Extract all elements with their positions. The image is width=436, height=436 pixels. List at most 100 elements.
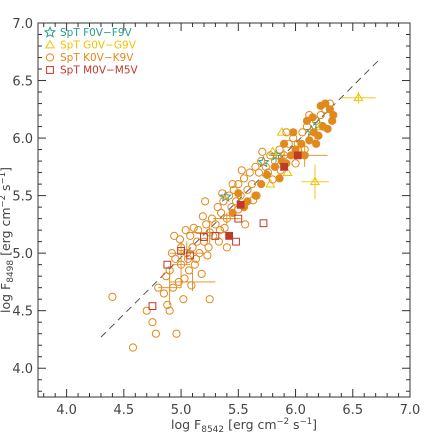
circle-point	[220, 223, 229, 232]
circle-point-filled	[275, 174, 284, 183]
star-point	[219, 190, 232, 203]
circle-point	[239, 174, 249, 183]
circle-point-filled	[228, 208, 237, 217]
circle-point	[189, 223, 198, 232]
circle-point	[266, 151, 275, 160]
circle-point	[190, 260, 199, 269]
triangle-point	[276, 126, 287, 136]
circle-point	[184, 266, 194, 275]
circle-point	[218, 189, 227, 198]
legend-item-k-type: SpT K0V−K9V	[45, 52, 134, 64]
circle-point	[203, 251, 212, 260]
circle-point	[171, 254, 180, 264]
circle-point	[237, 166, 246, 175]
circle-point	[261, 162, 270, 171]
triangle-point	[267, 146, 278, 156]
circle-point	[222, 243, 231, 252]
y-tick-label: 6.0	[12, 132, 33, 147]
circle-point-filled	[279, 139, 289, 148]
square-marker-icon	[46, 66, 54, 74]
y-axis-label: log F8498 [erg cm−2 s−1]	[0, 167, 16, 313]
star-legend-marker	[43, 26, 57, 38]
square-point	[148, 302, 157, 310]
square-point-filled	[225, 231, 234, 240]
square-point	[259, 219, 268, 228]
circle-point	[154, 283, 163, 292]
circle-point	[159, 289, 169, 298]
circle-point	[165, 306, 174, 315]
circle-legend-marker	[45, 53, 55, 62]
circle-point	[254, 168, 264, 177]
circle-point	[188, 243, 197, 252]
circle-point	[247, 180, 257, 189]
legend: SpT F0V−F9V SpT G0V−G9V SpT K0V−K9V SpT …	[43, 26, 139, 77]
circle-point-filled	[321, 99, 330, 108]
circle-point	[198, 212, 207, 221]
circle-point	[187, 281, 196, 290]
x-tick-label: 5.5	[228, 403, 249, 418]
legend-label: SpT F0V−F9V	[60, 27, 133, 39]
triangle-point	[309, 176, 321, 186]
y-tick-label: 4.0	[12, 362, 33, 377]
circle-point-filled	[300, 151, 309, 160]
y-tick-label: 6.5	[12, 75, 33, 90]
circle-point	[179, 295, 188, 304]
ticks-layer	[38, 22, 411, 397]
square-point-filled	[280, 162, 288, 171]
square-point	[186, 251, 195, 260]
circle-point	[194, 226, 203, 235]
circle-point	[222, 214, 231, 223]
circle-point	[316, 110, 325, 120]
circle-point	[211, 220, 220, 229]
square-point	[163, 260, 172, 269]
square-point	[234, 214, 243, 223]
circle-point	[241, 220, 250, 229]
y-tick-label: 4.5	[12, 305, 33, 320]
legend-label: SpT K0V−K9V	[60, 52, 134, 64]
legend-item-g-type: SpT G0V−G9V	[44, 39, 137, 52]
circle-point	[201, 197, 210, 206]
square-point	[200, 233, 208, 241]
legend-item-m-type: SpT M0V−M5V	[46, 65, 139, 77]
triangle-marker-icon	[44, 39, 56, 49]
circle-point	[181, 226, 190, 235]
circle-point	[186, 231, 195, 240]
circle-point	[228, 180, 237, 189]
circle-point-filled	[329, 110, 338, 120]
x-tick-label: 4.5	[114, 403, 135, 418]
circle-point-filled	[270, 162, 280, 171]
circle-point	[199, 237, 209, 246]
circle-point	[180, 274, 189, 283]
circle-point	[205, 295, 214, 304]
circle-point-filled	[251, 191, 260, 200]
circle-point-filled	[305, 136, 314, 145]
legend-label: SpT M0V−M5V	[60, 65, 139, 77]
circle-point	[291, 159, 300, 168]
one-to-one-line	[100, 57, 382, 338]
x-axis-label: log F8542 [erg cm−2 s−1]	[171, 417, 317, 435]
circle-point	[176, 260, 186, 269]
points-layer	[108, 92, 364, 352]
x-tick-label: 4.0	[56, 403, 77, 418]
circle-point-filled	[297, 139, 306, 148]
square-point	[177, 246, 185, 255]
circle-point	[243, 185, 252, 194]
circle-point-filled	[257, 180, 266, 189]
square-point	[211, 231, 220, 240]
tick-labels-layer: 4.0 4.5 5.0 5.5 6.0 6.5 7.0 4.0 4.5 5.0 5.5 6.0 6.5 7…	[12, 17, 420, 418]
circle-point-filled	[262, 170, 272, 180]
circle-point	[219, 197, 228, 206]
circle-point	[148, 318, 157, 327]
legend-label: SpT G0V−G9V	[60, 40, 137, 52]
circle-point-filled	[323, 124, 332, 133]
circle-point	[165, 266, 174, 275]
square-point-filled	[236, 200, 245, 209]
circle-point	[202, 220, 211, 229]
circle-point-filled	[308, 113, 317, 122]
x-tick-label: 7.0	[400, 403, 421, 418]
x-tick-label: 5.0	[171, 403, 192, 418]
y-tick-label: 7.0	[12, 17, 33, 32]
reference-line-layer	[100, 57, 382, 338]
legend-item-f-type: SpT F0V−F9V	[43, 26, 133, 39]
circle-point	[258, 147, 267, 156]
